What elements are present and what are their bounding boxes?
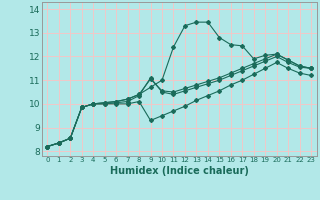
- X-axis label: Humidex (Indice chaleur): Humidex (Indice chaleur): [110, 166, 249, 176]
